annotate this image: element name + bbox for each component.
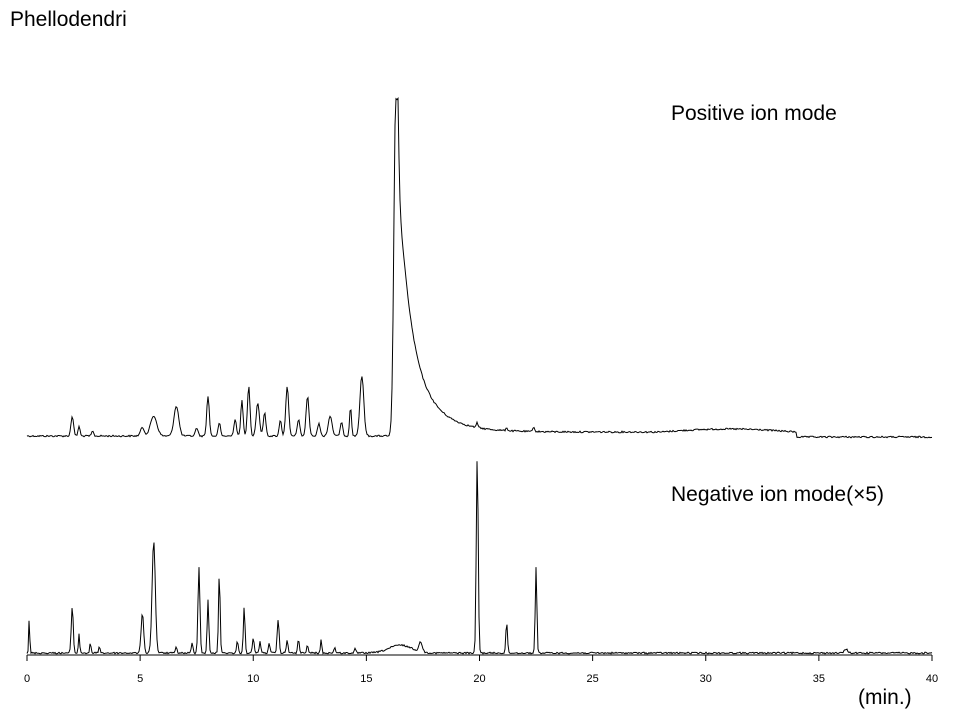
- series-label-negative: Negative ion mode(×5): [671, 483, 885, 506]
- positive-ion-trace: [26, 97, 933, 439]
- x-tick-label: 15: [360, 673, 372, 685]
- x-tick-label: 10: [247, 673, 259, 685]
- x-tick-label: 5: [137, 673, 143, 685]
- x-tick-label: 30: [700, 673, 712, 685]
- x-tick-label: 40: [926, 673, 938, 685]
- x-tick-label: 0: [24, 673, 30, 685]
- negative-ion-trace: [26, 461, 933, 655]
- chart-title: Phellodendri: [10, 8, 127, 31]
- x-axis-ticks: 0 5 10 15 20 25 30 35 40: [24, 655, 938, 685]
- traces-layer: [26, 97, 933, 655]
- x-axis-label: (min.): [858, 686, 912, 709]
- series-label-positive: Positive ion mode: [671, 102, 837, 125]
- x-tick-label: 20: [473, 673, 485, 685]
- x-tick-label: 35: [813, 673, 825, 685]
- x-tick-label: 25: [587, 673, 599, 685]
